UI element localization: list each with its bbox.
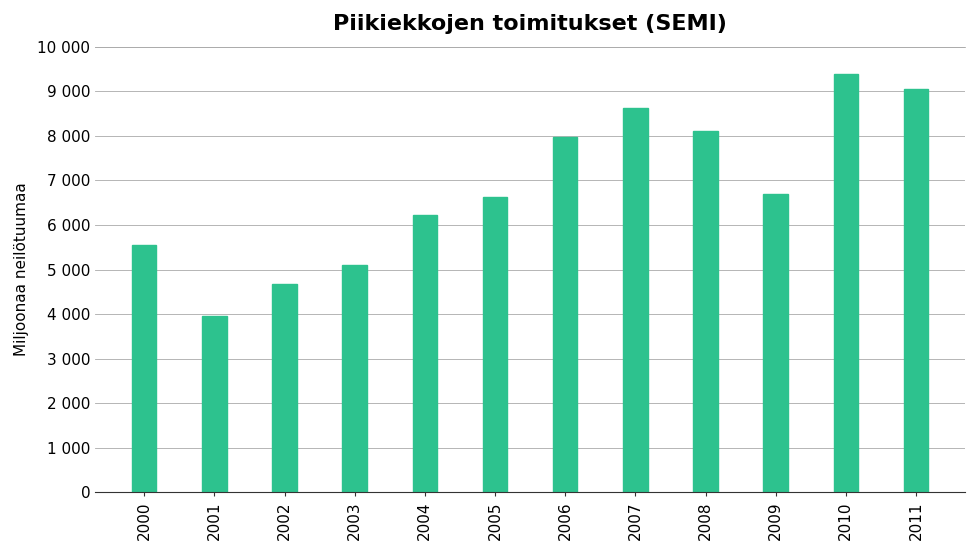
Bar <box>412 214 437 493</box>
Y-axis label: Miljoonaa neilötuumaa: Miljoonaa neilötuumaa <box>14 183 29 356</box>
Bar <box>832 74 858 493</box>
Bar <box>132 245 156 493</box>
Bar <box>553 137 577 493</box>
Bar <box>342 265 367 493</box>
Bar <box>272 284 296 493</box>
Bar <box>201 316 227 493</box>
Bar <box>622 107 647 493</box>
Bar <box>692 131 717 493</box>
Title: Piikiekkojen toimitukset (SEMI): Piikiekkojen toimitukset (SEMI) <box>333 14 727 34</box>
Bar <box>482 197 507 493</box>
Bar <box>763 194 787 493</box>
Bar <box>903 89 927 493</box>
